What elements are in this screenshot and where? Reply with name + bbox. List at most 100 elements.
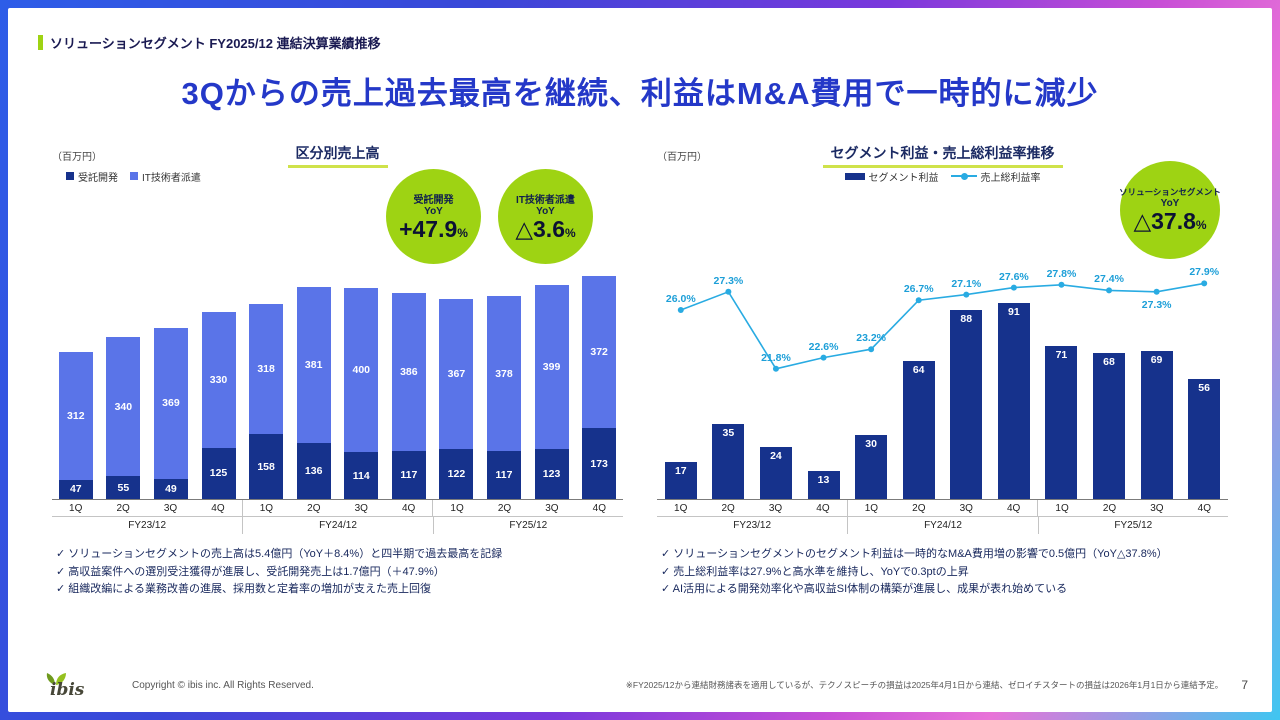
quarter-label: 1Q <box>69 503 83 514</box>
bar-column: 35 <box>705 189 753 499</box>
bar-segment-dispatch: 340 <box>106 337 141 477</box>
quarter-label: 1Q <box>432 500 480 516</box>
gross-margin-value: 23.2% <box>856 332 887 345</box>
stacked-bar: 369 49 <box>153 327 188 499</box>
profit-chart-title: セグメント利益・売上総利益率推移 <box>822 143 1063 168</box>
profit-bar: 88 <box>950 309 983 499</box>
contract-dev-swatch <box>66 172 74 180</box>
bar-column: 367 122 <box>433 189 481 499</box>
stacked-bar: 378 117 <box>486 296 521 499</box>
fiscal-year-label: FY25/12 <box>1037 517 1228 534</box>
quarter-label: 3Q <box>163 503 178 514</box>
gross-margin-value: 27.4% <box>1094 273 1124 286</box>
x-axis-quarters: 1Q 2Q 3Q 4Q 1Q 2Q 3Q 4Q 1Q 2Q 3Q 4Q <box>657 500 1228 517</box>
yoy-value: △37.8% <box>1133 207 1207 234</box>
profit-bar: 91 <box>997 303 1030 499</box>
legend-item-segment-profit: セグメント利益 <box>844 169 939 184</box>
stacked-bar: 330 125 <box>201 312 236 499</box>
yoy-badge-solution-segment: ソリューションセグメント YoY △37.8% <box>1119 161 1221 259</box>
bar-column: 369 49 <box>147 189 195 499</box>
copyright-text: Copyright © ibis inc. All Rights Reserve… <box>132 679 314 691</box>
profit-bar: 17 <box>664 462 697 499</box>
bullet: ✓ AI活用による開発効率化や高収益SI体制の構築が進展し、成果が表れ始めている <box>661 583 1068 596</box>
quarter-label: 2Q <box>497 503 512 514</box>
bar-column: 56 <box>1180 189 1228 499</box>
legend-item-it-dispatch: IT技術者派遣 <box>130 169 201 184</box>
quarter-label: 2Q <box>721 503 735 514</box>
profit-bar: 56 <box>1188 378 1221 499</box>
legend-item-gross-margin: 売上総利益率 <box>950 169 1041 184</box>
bar-segment-dispatch: 399 <box>534 285 569 449</box>
revenue-panel: （百万円） 区分別売上高 受託開発 IT技術者派遣 受託開発 YoY <box>52 143 623 599</box>
revenue-chart-head: （百万円） 区分別売上高 <box>52 143 623 168</box>
bullet: ✓ ソリューションセグメントのセグメント利益は一時的なM&A費用増の影響で0.5… <box>661 548 1168 560</box>
quarter-label: 1Q <box>1037 500 1085 516</box>
quarter-label: 3Q <box>768 503 783 514</box>
slide-footer: ibis Copyright © ibis inc. All Rights Re… <box>42 672 1248 698</box>
bar-segment-dev: 173 <box>582 428 617 499</box>
quarter-label: 4Q <box>401 503 416 514</box>
bullet: ✓ ソリューションセグメントの売上高は5.4億円（YoY＋8.4%）と四半期で過… <box>56 548 503 560</box>
bar-column: 312 47 <box>52 189 100 499</box>
legend-label: 売上総利益率 <box>980 172 1041 184</box>
gross-margin-value: 27.9% <box>1189 266 1220 279</box>
stacked-bar: 381 136 <box>296 287 331 499</box>
quarter-label: 4Q <box>592 503 607 514</box>
footnote-text: ※FY2025/12から連結財務諸表を適用しているが、テクノスピーチの損益は20… <box>625 680 1224 690</box>
bar-column: 91 <box>990 189 1038 499</box>
ibis-logo: ibis <box>46 673 85 698</box>
bar-segment-dispatch: 367 <box>439 298 474 449</box>
bar-segment-dev: 117 <box>391 451 426 499</box>
quarter-label: 1Q <box>846 500 895 516</box>
yoy-badge-it-dispatch: IT技術者派遣 YoY △3.6% <box>498 169 593 264</box>
profit-legend: セグメント利益 売上総利益率 <box>657 167 1228 185</box>
header-title: ソリューションセグメント FY2025/12 連結決算業績推移 <box>50 36 381 51</box>
revenue-chart-title: 区分別売上高 <box>287 143 388 168</box>
bar-column: 64 <box>895 189 943 499</box>
quarter-label: 1Q <box>674 503 688 514</box>
bar-segment-dev: 114 <box>344 452 379 499</box>
bar-segment-dispatch: 372 <box>582 275 617 429</box>
bar-segment-dev: 117 <box>486 451 521 499</box>
bar-segment-dev: 47 <box>58 479 93 499</box>
bar-column: 88 <box>942 189 990 499</box>
slide: ソリューションセグメント FY2025/12 連結決算業績推移 3Qからの売上過… <box>8 8 1272 712</box>
stacked-bar: 386 117 <box>391 292 426 499</box>
bar-segment-dev: 136 <box>296 443 331 499</box>
bar-column: 17 <box>657 189 705 499</box>
revenue-legend: 受託開発 IT技術者派遣 <box>52 167 623 185</box>
stacked-bar: 340 55 <box>106 337 141 499</box>
quarter-label: 2Q <box>116 503 130 514</box>
stacked-bar: 318 158 <box>249 303 284 499</box>
quarter-label: 3Q <box>354 503 368 514</box>
bullet: ✓ 売上総利益率は27.9%と高水準を維持し、YoYで0.3ptの上昇 <box>661 565 969 578</box>
quarter-label: 2Q <box>912 503 926 514</box>
segment-profit-swatch <box>844 172 865 180</box>
bar-column: 13 <box>800 189 848 499</box>
bar-segment-dispatch: 369 <box>153 327 188 479</box>
fiscal-year-label: FY23/12 <box>128 520 167 531</box>
gross-margin-value: 27.3% <box>713 274 744 287</box>
chart-panels: （百万円） 区分別売上高 受託開発 IT技術者派遣 受託開発 YoY <box>52 143 1228 599</box>
stacked-bar: 399 123 <box>534 285 569 499</box>
bar-segment-dev: 125 <box>201 447 236 499</box>
profit-bar: 30 <box>855 434 888 499</box>
bar-segment-dev: 158 <box>249 434 284 499</box>
profit-bar: 64 <box>902 361 935 499</box>
profit-unit-label: （百万円） <box>657 152 707 163</box>
page-title: 3Qからの売上過去最高を継続、利益はM&A費用で一時的に減少 <box>181 76 1099 111</box>
profit-bar: 68 <box>1092 352 1125 499</box>
gross-margin-value: 26.7% <box>903 283 934 296</box>
gross-margin-value: 27.1% <box>951 277 982 290</box>
gross-margin-value: 21.8% <box>761 351 791 364</box>
x-axis-quarters: 1Q 2Q 3Q 4Q 1Q 2Q 3Q 4Q 1Q 2Q 3Q 4Q <box>52 500 623 517</box>
bar-segment-dev: 123 <box>534 448 569 499</box>
svg-text:ibis: ibis <box>50 680 85 698</box>
quarter-label: 2Q <box>1102 503 1117 514</box>
profit-bullets: ✓ ソリューションセグメントのセグメント利益は一時的なM&A費用増の影響で0.5… <box>657 546 1228 599</box>
fiscal-year-label: FY25/12 <box>432 517 623 534</box>
stacked-bar: 312 47 <box>58 351 93 499</box>
quarter-label: 4Q <box>1197 503 1212 514</box>
revenue-plot: 312 47 340 55 369 49 330 125 318 158 381 136 400 114 3… <box>52 189 623 499</box>
bar-column: 318 158 <box>242 189 290 499</box>
